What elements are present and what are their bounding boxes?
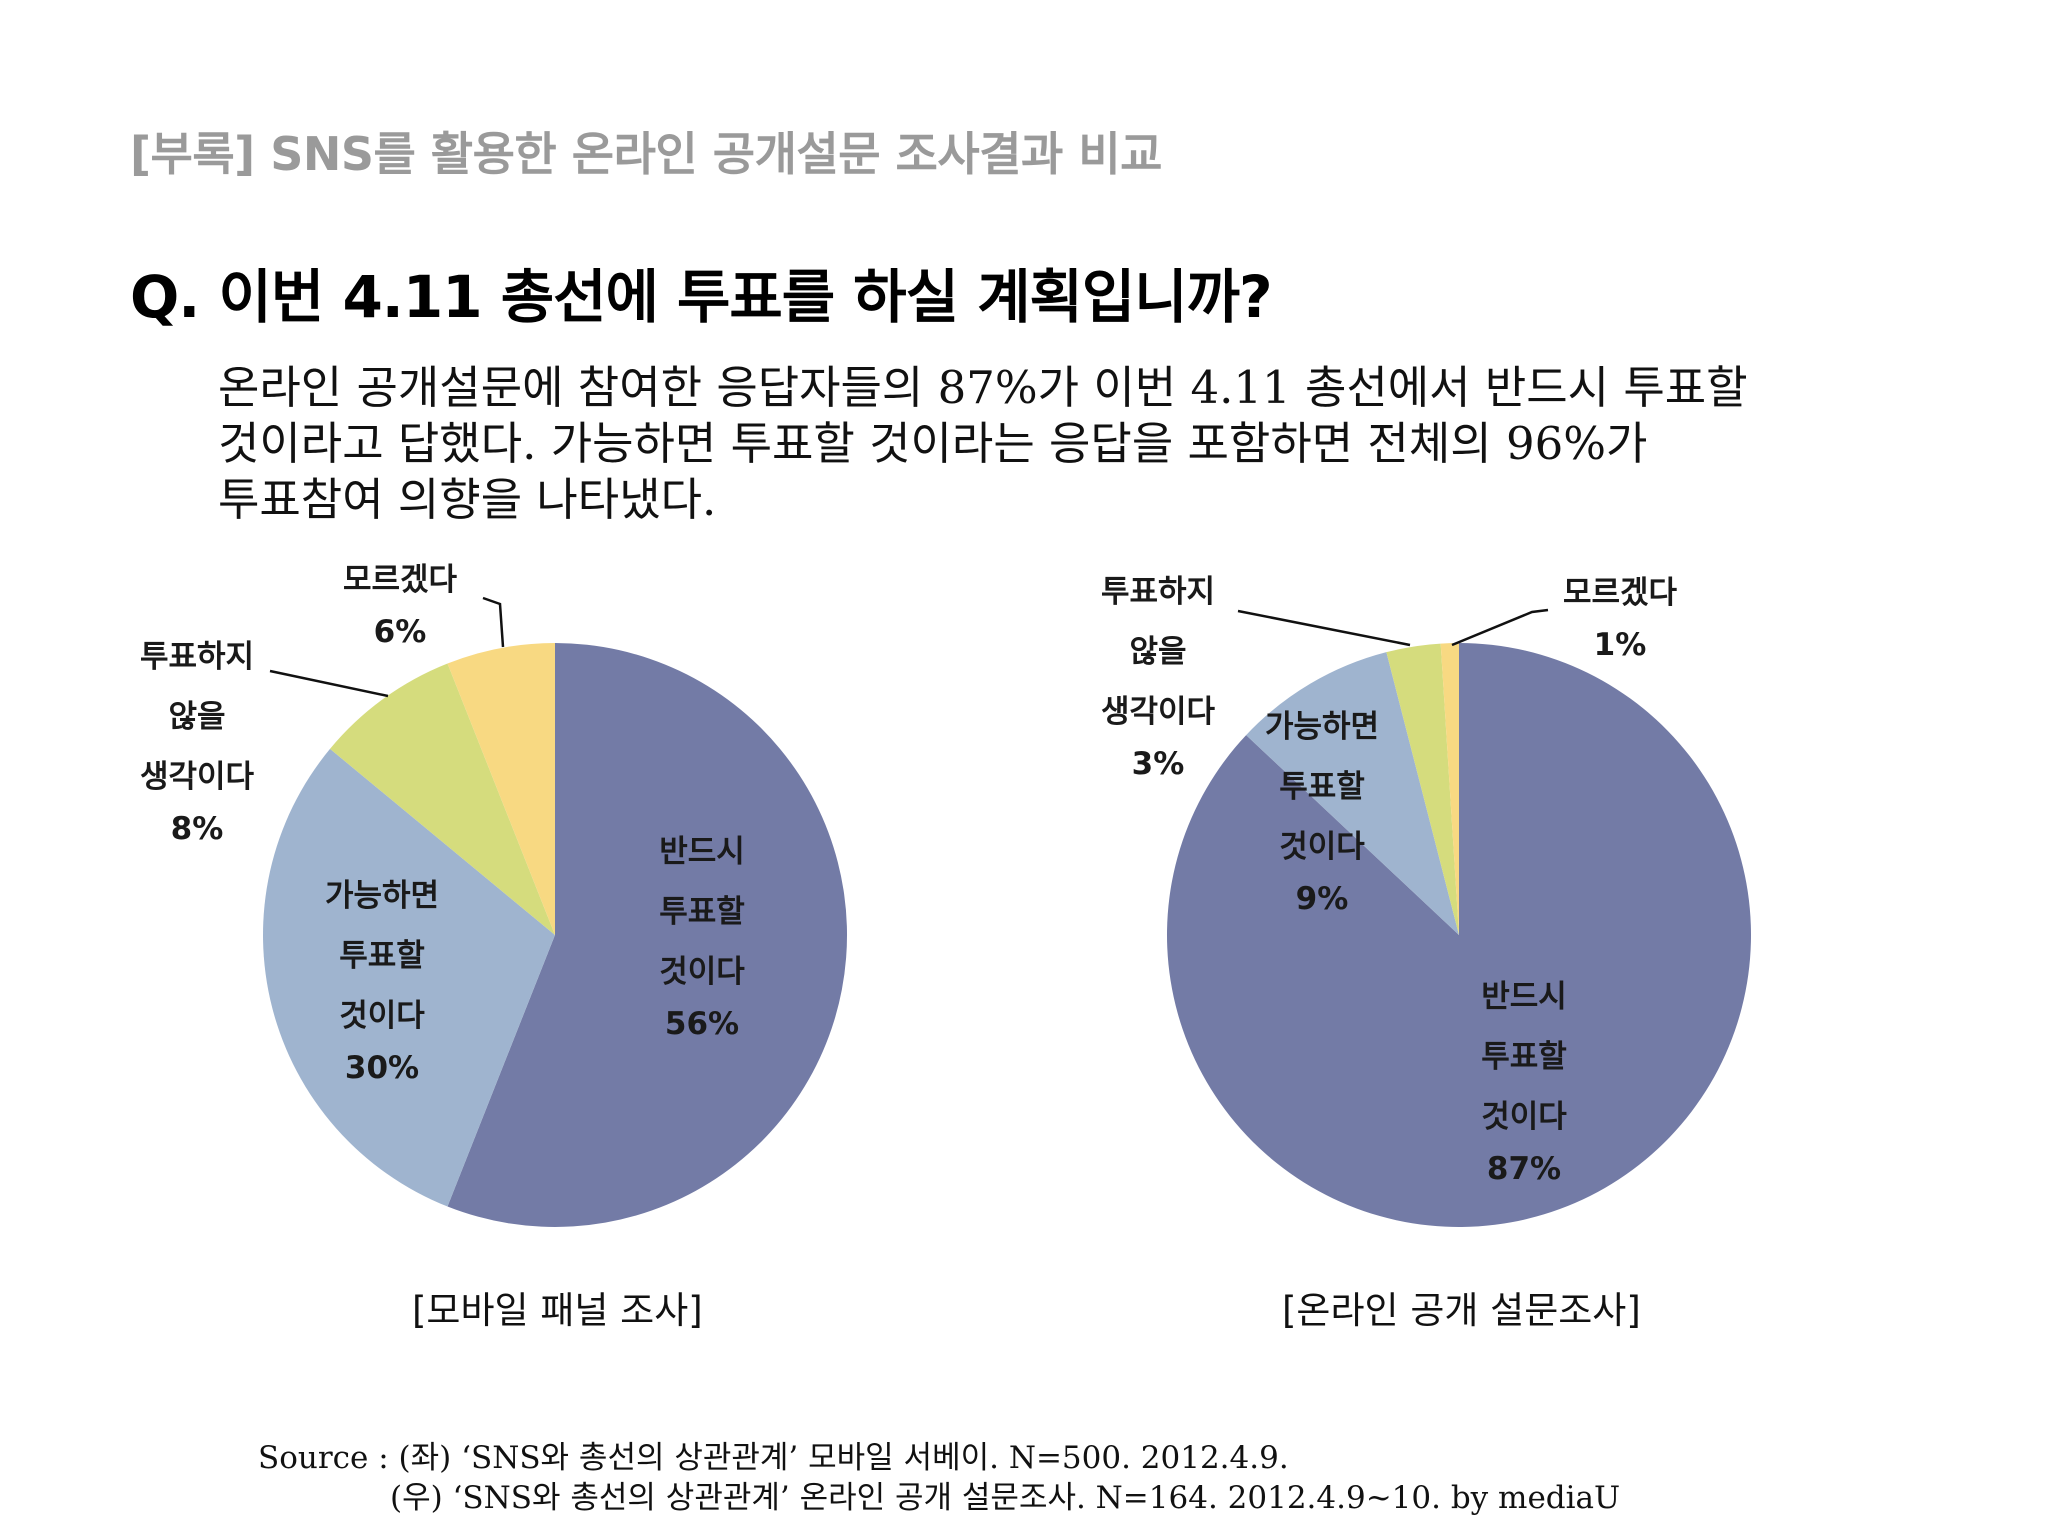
pie-slice [1246, 652, 1459, 935]
slice-category-label: 생각이다 [140, 759, 255, 795]
summary-line: 투표참여 의향을 나타냈다. [218, 473, 717, 526]
leader-line [269, 669, 389, 698]
slice-percent-label: 8% [171, 811, 224, 847]
pie-slice [447, 643, 848, 1227]
slice-category-label: 모르겠다 [1563, 575, 1678, 611]
slice-category-label: 투표할 [339, 938, 425, 974]
slice-category-label: 것이다 [1279, 829, 1365, 865]
pie-slice [1386, 643, 1459, 935]
pie-slice [263, 748, 555, 1207]
slice-percent-label: 3% [1132, 746, 1185, 782]
question-title: Q. 이번 4.11 총선에 투표를 하실 계획입니까? [130, 263, 1273, 331]
pie-charts: 반드시투표할것이다56%가능하면투표할것이다30%투표하지않을생각이다8%모르겠… [140, 562, 1751, 1227]
chart-caption-right: [온라인 공개 설문조사] [1282, 1289, 1641, 1332]
slice-percent-label: 56% [665, 1006, 739, 1042]
chart-caption-left: [모바일 패널 조사] [412, 1289, 703, 1332]
slice-category-label: 투표할 [1279, 769, 1365, 805]
pie-slice [1440, 643, 1459, 935]
slice-category-label: 것이다 [1481, 1099, 1567, 1135]
pie-slice [1166, 643, 1751, 1227]
leader-line [1451, 608, 1549, 647]
pie-slice [447, 643, 555, 935]
slice-category-label: 모르겠다 [343, 562, 458, 598]
slice-category-label: 것이다 [339, 998, 425, 1034]
slice-percent-label: 6% [374, 614, 427, 650]
leader-line [1237, 609, 1411, 647]
slice-category-label: 않을 [1129, 634, 1186, 670]
slice-category-label: 투표하지 [1101, 574, 1215, 610]
source-note: Source : (좌) ‘SNS와 총선의 상관관계’ 모바일 서베이. N=… [258, 1438, 1620, 1518]
slice-percent-label: 87% [1487, 1151, 1561, 1187]
slice-percent-label: 30% [345, 1050, 419, 1086]
slice-percent-label: 1% [1594, 627, 1647, 663]
summary-line: 것이라고 답했다. 가능하면 투표할 것이라는 응답을 포함하면 전체의 96%… [218, 417, 1648, 470]
pie-chart-online-survey: 반드시투표할것이다87%가능하면투표할것이다9%투표하지않을생각이다3%모르겠다… [1101, 574, 1751, 1227]
slice-category-label: 것이다 [659, 954, 745, 990]
slice-category-label: 투표하지 [140, 639, 254, 675]
slice-category-label: 가능하면 [1265, 709, 1379, 745]
summary-line: 온라인 공개설문에 참여한 응답자들의 87%가 이번 4.11 총선에서 반드… [218, 361, 1748, 414]
slice-category-label: 반드시 [1481, 979, 1567, 1015]
slice-category-label: 투표할 [1481, 1039, 1567, 1075]
slice-percent-label: 9% [1296, 881, 1349, 917]
slice-category-label: 않을 [168, 699, 225, 735]
slice-category-label: 반드시 [659, 834, 745, 870]
source-line-2: (우) ‘SNS와 총선의 상관관계’ 온라인 공개 설문조사. N=164. … [390, 1480, 1621, 1516]
leader-line [482, 596, 505, 648]
slice-category-label: 가능하면 [325, 878, 439, 914]
pie-chart-mobile-panel: 반드시투표할것이다56%가능하면투표할것이다30%투표하지않을생각이다8%모르겠… [140, 562, 848, 1227]
slice-category-label: 생각이다 [1101, 694, 1216, 730]
source-line-1: Source : (좌) ‘SNS와 총선의 상관관계’ 모바일 서베이. N=… [258, 1440, 1289, 1476]
summary-text: 온라인 공개설문에 참여한 응답자들의 87%가 이번 4.11 총선에서 반드… [218, 360, 1938, 528]
slice-category-label: 투표할 [659, 894, 745, 930]
pie-slice [330, 663, 555, 935]
page-header: [부록] SNS를 활용한 온라인 공개설문 조사결과 비교 [130, 127, 1162, 181]
